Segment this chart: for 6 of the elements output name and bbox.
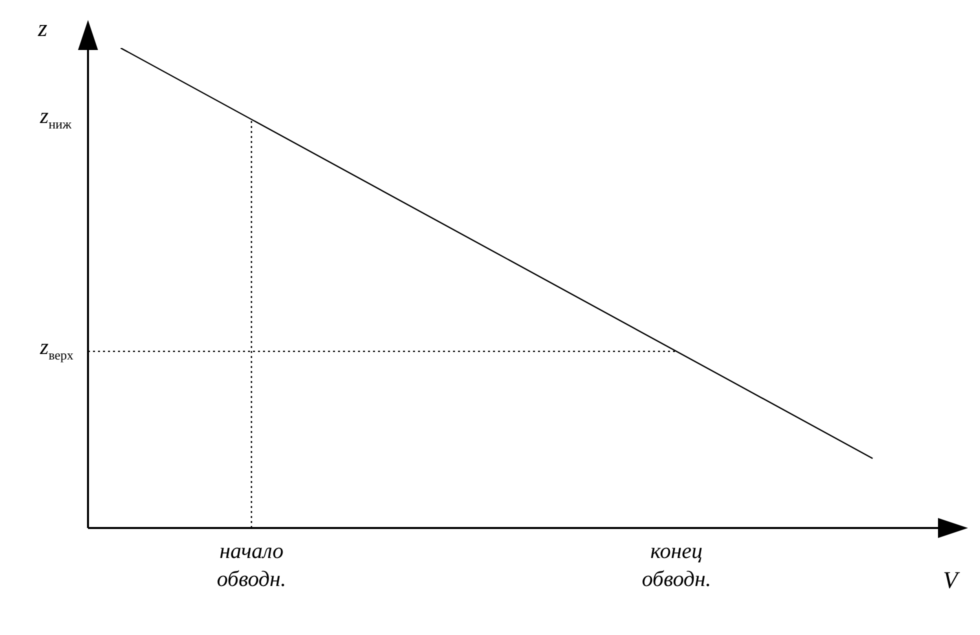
x-tick-label: конец обводн. <box>642 538 712 591</box>
text: z$_{верх}$ <box>40 334 74 363</box>
x-tick-label: начало обводн. <box>216 538 286 591</box>
x-axis-title: V <box>943 568 958 595</box>
text: z$_{ниж}$ <box>40 102 72 131</box>
y-axis-title: z <box>38 16 48 43</box>
